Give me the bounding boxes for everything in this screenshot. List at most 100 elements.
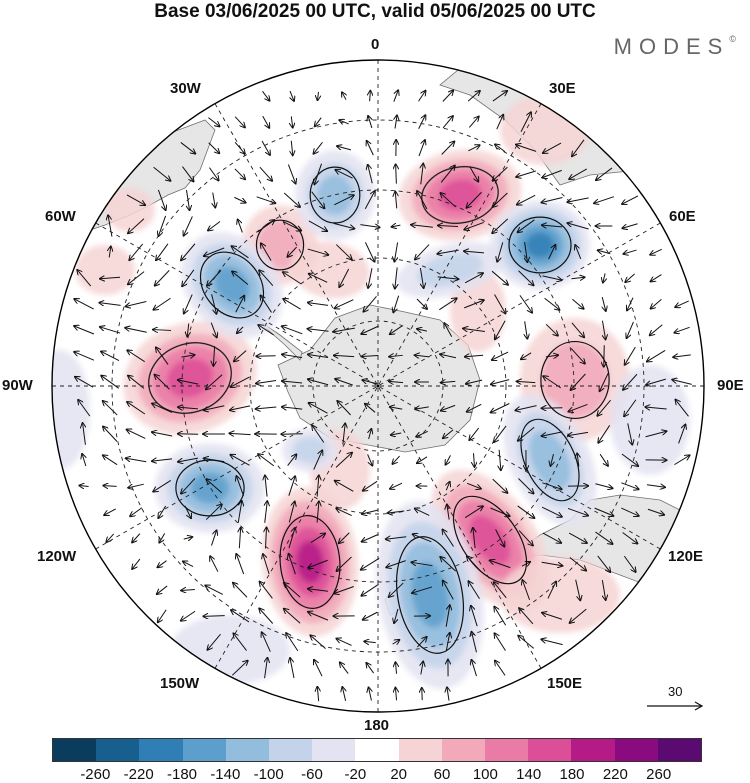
colorbar-tick-label: -220 bbox=[123, 766, 154, 783]
wind-arrow bbox=[132, 533, 141, 543]
wind-arrow bbox=[210, 556, 219, 572]
wind-arrow bbox=[178, 457, 199, 462]
wind-arrow bbox=[542, 431, 563, 436]
wind-arrow bbox=[495, 144, 506, 153]
wind-arrow bbox=[308, 589, 329, 592]
wind-arrow bbox=[288, 476, 295, 496]
wind-arrow bbox=[340, 662, 349, 674]
wind-arrow bbox=[492, 478, 508, 493]
wind-arrow bbox=[287, 246, 297, 257]
wind-arrow bbox=[261, 243, 272, 261]
wind-arrow bbox=[467, 191, 482, 207]
colorbar-tick-label: -260 bbox=[80, 766, 111, 783]
wind-arrow bbox=[391, 433, 402, 435]
wind-arrow bbox=[369, 687, 372, 701]
wind-arrow bbox=[568, 532, 587, 543]
wind-arrow bbox=[518, 636, 535, 649]
wind-arrow bbox=[158, 215, 167, 236]
reference-vector-arrow bbox=[647, 701, 704, 711]
wind-arrow bbox=[339, 532, 350, 543]
wind-arrow bbox=[415, 509, 430, 516]
colorbar-tick-label: 220 bbox=[602, 766, 628, 783]
wind-arrow bbox=[598, 425, 611, 442]
wind-arrow bbox=[393, 90, 398, 102]
wind-arrow bbox=[235, 296, 245, 313]
streamline bbox=[508, 216, 572, 274]
wind-arrow bbox=[519, 295, 532, 312]
wind-arrow bbox=[287, 454, 297, 466]
wind-arrow bbox=[569, 557, 586, 570]
wind-arrow bbox=[467, 403, 482, 411]
wind-arrow bbox=[99, 303, 121, 306]
wind-arrow bbox=[417, 637, 426, 648]
wind-arrow bbox=[208, 221, 221, 230]
wind-arrow bbox=[447, 504, 449, 520]
wind-arrow bbox=[491, 403, 510, 412]
wind-arrow bbox=[572, 139, 585, 156]
wind-arrow bbox=[542, 275, 561, 280]
wind-arrow bbox=[471, 606, 478, 627]
wind-arrow bbox=[442, 116, 453, 129]
wind-arrow bbox=[178, 434, 199, 435]
wind-arrow bbox=[213, 192, 216, 208]
wind-arrow bbox=[308, 220, 327, 231]
wind-arrow bbox=[335, 481, 354, 492]
wind-arrow bbox=[567, 223, 589, 230]
wind-arrow bbox=[469, 427, 480, 440]
wind-arrow bbox=[101, 351, 120, 362]
colorbar-cell bbox=[355, 739, 399, 761]
wind-arrow bbox=[184, 216, 193, 235]
wind-arrow bbox=[464, 300, 484, 309]
wind-arrow bbox=[284, 583, 301, 598]
wind-arrow bbox=[676, 400, 689, 417]
wind-arrow bbox=[231, 661, 247, 676]
wind-arrow bbox=[339, 268, 350, 287]
wind-arrow bbox=[440, 166, 455, 183]
wind-arrow bbox=[229, 433, 251, 434]
wind-arrow bbox=[544, 297, 560, 310]
wind-arrow bbox=[439, 298, 456, 311]
wind-arrow bbox=[308, 379, 329, 386]
wind-arrow bbox=[182, 166, 193, 182]
wind-arrow bbox=[231, 610, 250, 623]
colorbar-cell bbox=[614, 739, 658, 761]
wind-arrow bbox=[335, 379, 353, 386]
wind-arrow bbox=[597, 555, 610, 572]
wind-arrow bbox=[442, 90, 453, 102]
wind-arrow bbox=[541, 639, 563, 646]
wind-arrow bbox=[156, 243, 169, 260]
wind-arrow bbox=[361, 583, 379, 595]
wind-arrow bbox=[342, 687, 345, 702]
anomaly-cell bbox=[105, 188, 155, 232]
wind-arrow bbox=[417, 191, 428, 210]
wind-arrow bbox=[437, 249, 459, 254]
wind-arrow bbox=[491, 270, 508, 285]
wind-arrow bbox=[390, 407, 403, 409]
wind-arrow bbox=[103, 486, 117, 487]
wind-arrow bbox=[567, 197, 589, 202]
wind-arrow bbox=[442, 529, 454, 547]
wind-arrow bbox=[208, 142, 220, 154]
wind-arrow bbox=[389, 582, 404, 597]
wind-arrow bbox=[625, 346, 636, 365]
streamline bbox=[255, 219, 305, 271]
wind-arrow bbox=[596, 167, 613, 180]
wind-arrow bbox=[333, 327, 355, 332]
colorbar-cell bbox=[269, 739, 313, 761]
wind-arrow bbox=[152, 404, 173, 413]
wind-arrow bbox=[595, 531, 612, 544]
wind-arrow bbox=[468, 581, 480, 599]
wind-arrow bbox=[464, 506, 483, 519]
wind-arrow bbox=[74, 352, 95, 361]
wind-arrow bbox=[282, 326, 303, 335]
wind-arrow bbox=[542, 532, 561, 543]
wind-arrow bbox=[289, 554, 296, 575]
lon-label-150e: 150E bbox=[547, 675, 583, 692]
wind-arrow bbox=[390, 482, 403, 489]
wind-arrow bbox=[311, 191, 325, 209]
wind-arrow bbox=[650, 248, 662, 254]
wind-arrow bbox=[418, 140, 425, 157]
south-pole-dot bbox=[376, 384, 380, 388]
wind-arrow bbox=[389, 355, 403, 356]
wind-arrow bbox=[464, 251, 485, 253]
